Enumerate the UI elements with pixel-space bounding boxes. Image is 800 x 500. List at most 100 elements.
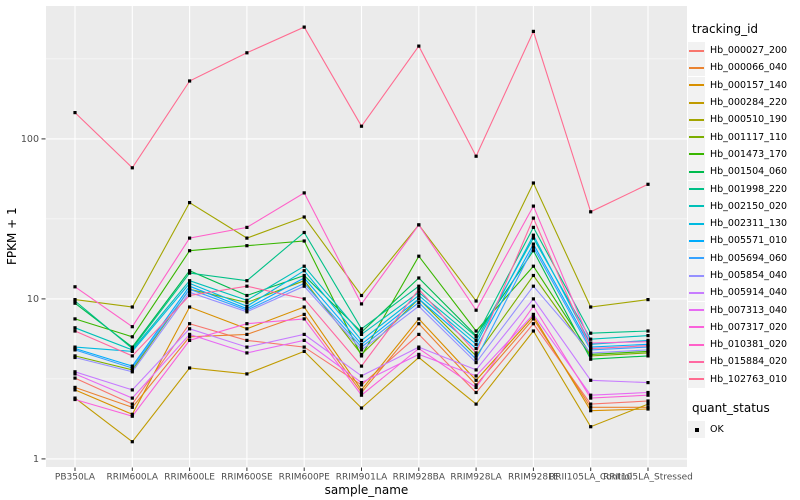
data-point [589,425,593,429]
data-point [302,230,306,235]
data-point [474,351,478,355]
data-point [302,273,306,278]
legend-key-line [689,118,704,121]
legend-item-label: Hb_005914_040 [710,287,788,299]
legend-key-swatch [688,267,705,284]
data-point [73,111,77,115]
legend-item-label: Hb_000066_040 [710,62,788,74]
data-point [245,300,249,305]
data-point [302,215,306,219]
legend-item: Hb_005571_010 [688,232,800,250]
data-point [589,378,593,382]
data-point [302,264,306,268]
x-tick-label: RRIM600SE [221,473,273,483]
data-point [417,44,421,48]
data-point [474,338,478,342]
data-point [130,305,134,309]
data-point [245,372,249,376]
data-point [359,374,364,378]
data-point [474,385,478,389]
data-point [245,345,249,349]
data-point [302,349,306,353]
data-point [188,332,192,336]
x-tick-label: RRII105LA_Stressed [603,473,693,483]
data-point [359,332,364,336]
data-point [417,346,421,351]
data-point [531,317,535,321]
legend-item-label: Hb_005571_010 [710,235,788,247]
data-point [531,204,535,208]
data-point [188,290,192,294]
data-point [359,124,364,128]
legend-item: Hb_001117_110 [688,128,800,146]
data-point [589,337,593,341]
legend-key-swatch [688,145,705,163]
legend-item: Hb_001504_060 [688,163,800,181]
data-point [531,181,535,185]
data-point [531,312,535,316]
data-point [589,346,593,351]
data-point [245,51,249,55]
data-point [359,302,364,306]
data-point [188,236,192,240]
data-point [646,334,650,338]
data-point [188,327,192,331]
data-point [245,332,249,336]
data-point [531,233,535,237]
data-point [531,322,535,326]
quant-key-swatch [688,421,705,439]
data-point [417,276,421,280]
data-point [417,223,421,227]
legend-item: Hb_002311_130 [688,215,800,233]
data-point [73,372,77,376]
data-point [245,338,249,342]
data-point [73,301,77,305]
legend-key-line [689,153,704,156]
data-point [417,355,421,360]
legend-key-line [689,291,704,294]
data-point [531,245,535,249]
data-point [417,254,421,258]
legend-key-line [689,66,704,69]
legend-key-line [689,239,704,242]
legend-key-line [689,136,704,139]
legend-item-label: Hb_015884_020 [710,356,788,368]
legend-key-line [689,257,704,260]
x-tick-label: PB350LA [55,473,96,483]
data-point [646,348,650,352]
data-point [188,281,192,285]
legend-item: Hb_102763_010 [688,370,800,388]
data-point [417,317,421,321]
data-point [417,304,421,308]
data-point [302,191,306,195]
data-point [646,340,650,344]
data-point [359,330,364,334]
legend-item-label: Hb_102763_010 [710,373,788,385]
legend-key-swatch [688,128,705,146]
y-tick-label: 100 [21,134,39,145]
legend-key-line [689,343,704,346]
data-point [646,329,650,333]
data-point [417,332,421,336]
data-point [474,361,478,365]
legend-item: Hb_000066_040 [688,59,800,77]
data-point [531,304,535,308]
data-point [245,298,249,302]
data-point [130,349,134,353]
legend-items: Hb_000027_200 Hb_000066_040 Hb_000157_140 H… [688,42,800,388]
data-point [474,342,478,346]
data-point [302,25,306,29]
legend-item: Hb_000510_190 [688,111,800,129]
data-point [474,335,478,339]
legend-title-tracking-id: tracking_id [692,22,759,36]
legend-item-label: Hb_010381_020 [710,339,788,351]
data-point [589,402,593,406]
data-point [130,440,134,444]
legend-item: Hb_001473_170 [688,145,800,163]
legend-item: Hb_007317_020 [688,318,800,336]
data-point [359,388,364,392]
data-point [589,409,593,413]
data-point [245,279,249,283]
data-point [417,352,421,356]
legend-key-line [689,84,704,87]
